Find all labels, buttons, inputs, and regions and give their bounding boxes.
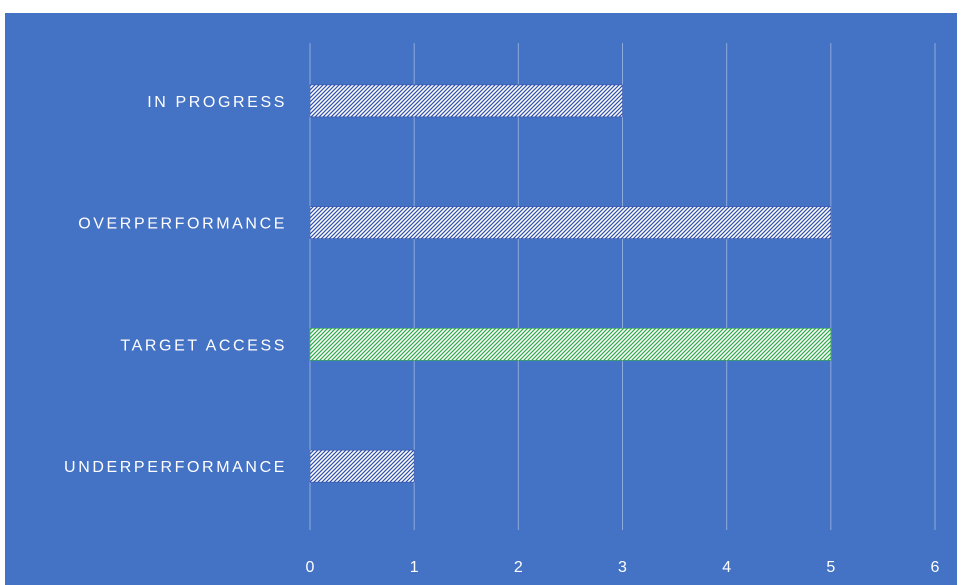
x-tick-label: 5	[826, 559, 835, 576]
bar	[309, 449, 415, 483]
x-tick-label: 2	[514, 559, 523, 576]
x-tick-label: 1	[410, 559, 419, 576]
x-axis-tick-labels: 0 1 2 3 4 5 6	[306, 559, 940, 576]
category-label: UNDERPERFORMANCE	[64, 459, 287, 476]
category-label: OVERPERFORMANCE	[78, 216, 287, 233]
x-tick-label: 6	[931, 559, 940, 576]
bar	[309, 84, 623, 118]
x-tick-label: 3	[618, 559, 627, 576]
category-labels: IN PROGRESS OVERPERFORMANCE TARGET ACCESS U…	[64, 94, 287, 476]
category-label: TARGET ACCESS	[120, 337, 287, 354]
category-label: IN PROGRESS	[147, 94, 287, 111]
bars	[309, 84, 832, 483]
bar	[309, 206, 832, 239]
gridlines	[309, 43, 936, 530]
bar	[309, 328, 832, 361]
x-tick-label: 4	[722, 559, 731, 576]
x-tick-label: 0	[306, 559, 315, 576]
